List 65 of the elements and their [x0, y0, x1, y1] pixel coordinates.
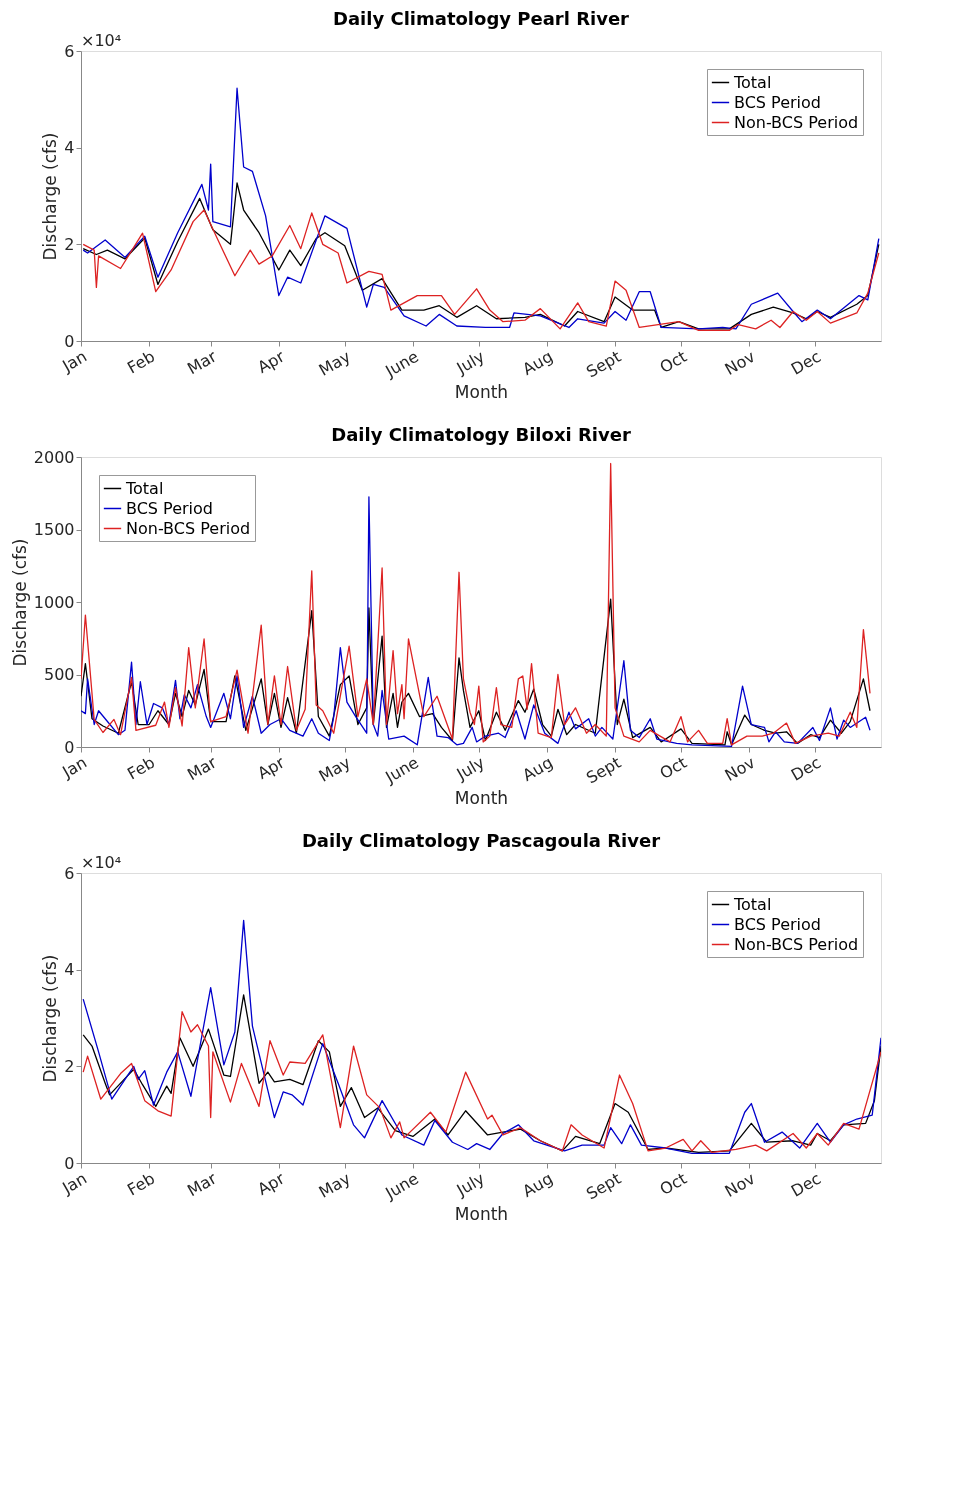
legend-label: BCS Period	[126, 498, 213, 518]
line-series	[82, 87, 880, 330]
y-tick-label: 1500	[33, 520, 75, 539]
y-axis-title: Discharge (cfs)	[40, 132, 61, 261]
chart-title: Daily Climatology Pearl River	[333, 8, 630, 29]
x-axis-title: Month	[454, 1203, 509, 1224]
y-tick-label: 2000	[33, 447, 75, 467]
chart-title: Daily Climatology Biloxi River	[331, 424, 631, 445]
x-tick-label: May	[315, 1168, 354, 1202]
x-tick-label: Sept	[583, 346, 625, 382]
y-tick-label: 4	[64, 960, 75, 980]
line-series	[82, 209, 880, 332]
y-tick-label: 4	[64, 138, 75, 158]
x-tick-label: Oct	[656, 752, 690, 784]
y-tick-label: 2	[64, 1056, 75, 1076]
x-tick-label: Mar	[184, 752, 221, 785]
x-tick-label: Feb	[124, 1168, 159, 1200]
x-tick-label: Mar	[184, 346, 221, 379]
x-tick-label: Nov	[721, 752, 759, 785]
x-tick-label: Apr	[254, 752, 289, 784]
legend-label: Non-BCS Period	[734, 934, 859, 954]
x-tick-label: Sept	[583, 1168, 625, 1204]
y-axis-title: Discharge (cfs)	[40, 954, 61, 1083]
text: ×10⁴	[81, 31, 122, 50]
text: ×10⁴	[81, 853, 122, 872]
x-axis-title: Month	[454, 381, 509, 402]
legend-label: Total	[733, 894, 772, 914]
line-series	[82, 182, 880, 330]
x-tick-label: Feb	[124, 346, 159, 378]
x-tick-label: Mar	[184, 1168, 221, 1201]
x-tick-label: Dec	[787, 346, 825, 379]
legend-label: BCS Period	[734, 914, 821, 934]
x-tick-label: Nov	[721, 346, 759, 379]
x-tick-label: May	[315, 752, 354, 786]
legend-label: BCS Period	[734, 92, 821, 112]
legend-label: Total	[125, 478, 164, 498]
x-tick-label: Dec	[787, 752, 825, 785]
y-tick-label: 500	[43, 665, 75, 684]
x-tick-label: July	[452, 346, 488, 379]
x-axis-title: Month	[454, 787, 509, 808]
line-series	[81, 598, 871, 746]
x-tick-label: Aug	[519, 752, 556, 785]
y-tick-label: 6	[64, 863, 75, 883]
line-series	[82, 919, 881, 1154]
chart-title: Daily Climatology Pascagoula River	[301, 830, 661, 851]
x-tick-label: Aug	[519, 346, 556, 379]
x-tick-label: Nov	[721, 1168, 759, 1201]
x-tick-label: July	[452, 1168, 488, 1201]
y-axis-title: Discharge (cfs)	[9, 538, 30, 667]
y-tick-label: 2	[64, 234, 75, 254]
x-tick-label: May	[315, 346, 354, 380]
x-tick-label: Apr	[254, 1168, 289, 1200]
legend-label: Non-BCS Period	[734, 112, 859, 132]
y-tick-label: 1000	[33, 592, 75, 612]
x-tick-label: Apr	[254, 346, 289, 378]
x-tick-label: Aug	[519, 1168, 556, 1201]
x-tick-label: Sept	[583, 752, 625, 788]
x-tick-label: Oct	[656, 346, 690, 378]
x-tick-label: July	[452, 752, 488, 785]
legend-label: Total	[733, 72, 772, 92]
legend-label: Non-BCS Period	[126, 518, 251, 538]
y-tick-label: 6	[64, 41, 75, 61]
x-tick-label: Dec	[787, 1168, 825, 1201]
x-tick-label: Oct	[656, 1168, 690, 1200]
x-tick-label: Feb	[124, 752, 159, 784]
